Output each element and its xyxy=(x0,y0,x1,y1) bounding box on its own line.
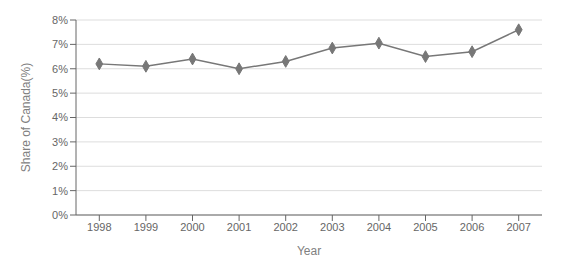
svg-text:Share of Canada(%): Share of Canada(%) xyxy=(19,63,33,172)
svg-text:7%: 7% xyxy=(52,38,68,50)
svg-text:2001: 2001 xyxy=(227,221,251,233)
svg-text:1%: 1% xyxy=(52,185,68,197)
svg-text:1999: 1999 xyxy=(134,221,158,233)
svg-text:2004: 2004 xyxy=(367,221,391,233)
svg-text:2003: 2003 xyxy=(320,221,344,233)
svg-text:3%: 3% xyxy=(52,136,68,148)
svg-text:0%: 0% xyxy=(52,209,68,221)
svg-text:6%: 6% xyxy=(52,63,68,75)
svg-text:2000: 2000 xyxy=(180,221,204,233)
svg-text:4%: 4% xyxy=(52,111,68,123)
svg-text:2%: 2% xyxy=(52,160,68,172)
svg-text:8%: 8% xyxy=(52,14,68,26)
svg-text:2007: 2007 xyxy=(506,221,530,233)
svg-text:2002: 2002 xyxy=(273,221,297,233)
svg-text:2005: 2005 xyxy=(413,221,437,233)
svg-text:1998: 1998 xyxy=(87,221,111,233)
svg-text:2006: 2006 xyxy=(460,221,484,233)
svg-text:Year: Year xyxy=(297,244,321,258)
svg-text:5%: 5% xyxy=(52,87,68,99)
